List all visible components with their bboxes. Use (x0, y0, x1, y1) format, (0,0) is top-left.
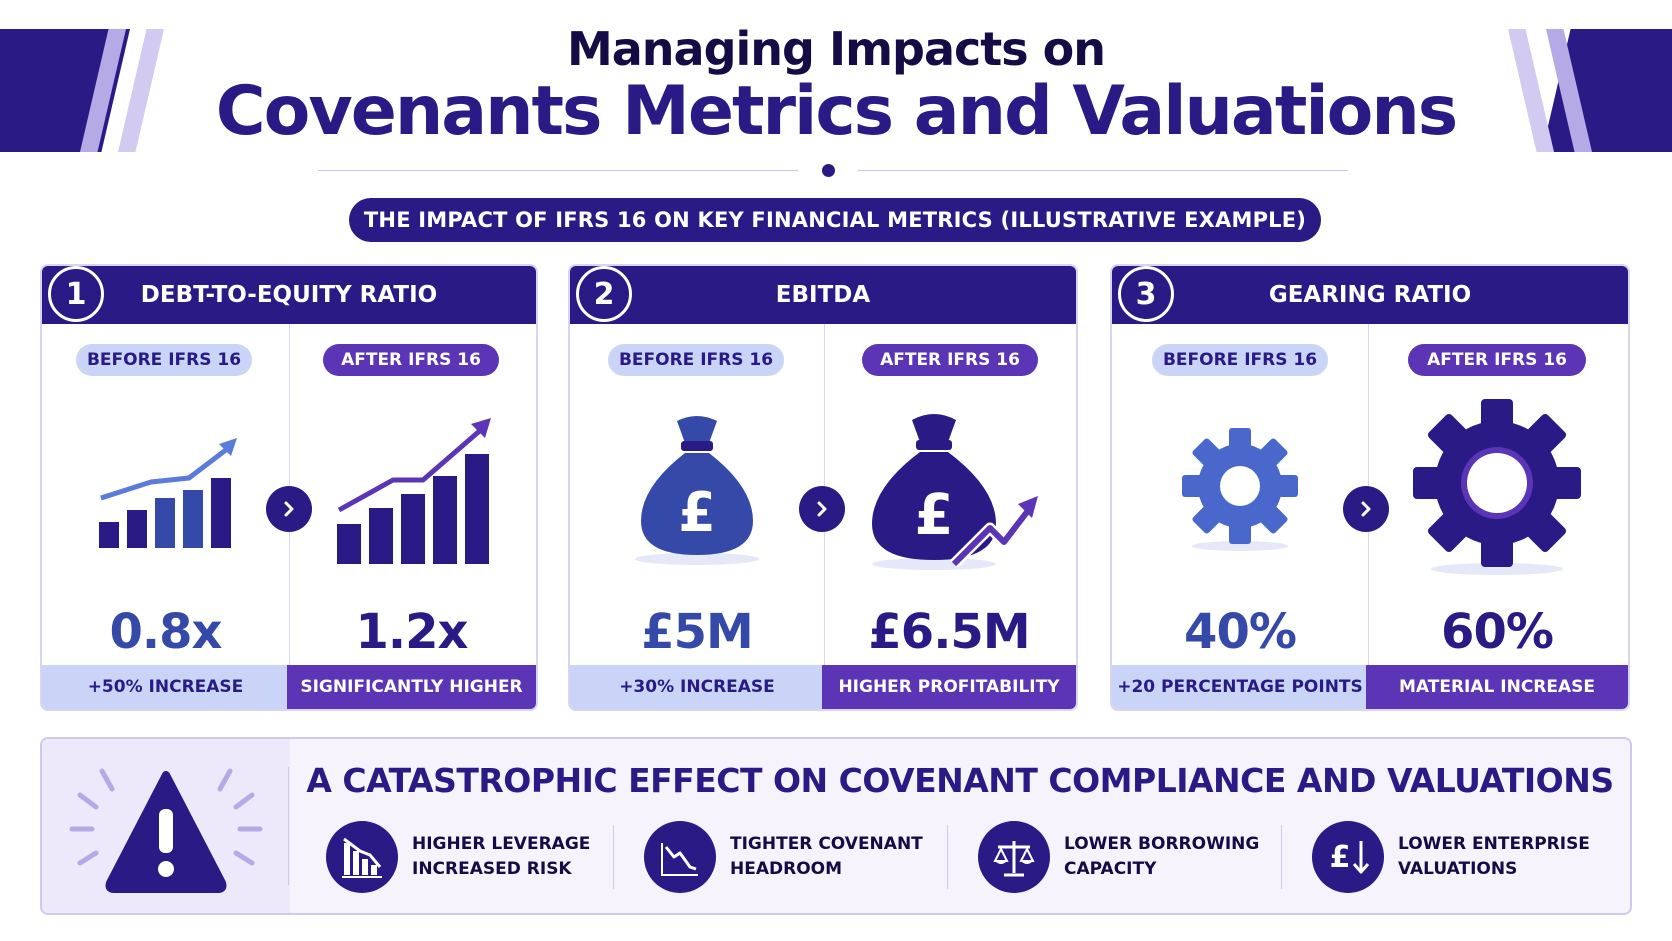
effect-tighter-headroom: TIGHTER COVENANT HEADROOM (644, 819, 923, 895)
bar-chart-rising-icon (287, 394, 536, 584)
title-divider-left (318, 170, 798, 171)
card-header: 2 EBITDA (570, 266, 1076, 324)
covenant-impact-panel: A CATASTROPHIC EFFECT ON COVENANT COMPLI… (40, 737, 1632, 915)
before-note: +30% INCREASE (570, 665, 824, 709)
effect-line-2: VALUATIONS (1398, 859, 1518, 879)
after-value: £6.5M (868, 604, 1030, 660)
declining-bars-icon (326, 821, 398, 893)
after-pill: AFTER IFRS 16 (862, 344, 1038, 376)
effect-lower-valuations: £ LOWER ENTERPRISE VALUATIONS (1312, 819, 1590, 895)
currency-glyph: £ (678, 481, 716, 544)
effect-divider (947, 825, 948, 889)
card-number-badge: 2 (576, 266, 632, 322)
warning-box (42, 739, 290, 913)
effect-divider (613, 825, 614, 889)
effect-line-1: TIGHTER COVENANT (730, 834, 923, 854)
gear-icon (1366, 394, 1628, 584)
money-bag-trend-icon: £ (822, 394, 1076, 584)
after-column: AFTER IFRS 16 1.2x SIGNIFICANTLY HIGHER (287, 324, 536, 709)
after-value: 1.2x (355, 604, 469, 660)
page-title-top: Managing Impacts on (566, 22, 1106, 76)
chevron-right-icon (1343, 486, 1389, 532)
card-number-badge: 1 (48, 266, 104, 322)
effect-line-1: LOWER BORROWING (1064, 834, 1260, 854)
after-note: MATERIAL INCREASE (1366, 665, 1628, 709)
downtrend-line-icon (644, 821, 716, 893)
card-title: EBITDA (775, 282, 871, 308)
after-value: 60% (1441, 604, 1554, 660)
before-column: BEFORE IFRS 16 £ £5M +30% INCREASE (570, 324, 824, 709)
pound-down-icon: £ (1312, 821, 1384, 893)
warning-divider (288, 767, 289, 885)
effect-higher-leverage: HIGHER LEVERAGE INCREASED RISK (326, 819, 590, 895)
after-pill: AFTER IFRS 16 (323, 344, 499, 376)
currency-glyph: £ (915, 483, 954, 548)
card-number-badge: 3 (1118, 266, 1174, 322)
before-note: +50% INCREASE (42, 665, 289, 709)
card-title: GEARING RATIO (1268, 282, 1472, 308)
before-value: 40% (1184, 604, 1297, 660)
title-divider-dot (822, 164, 835, 177)
before-note: +20 PERCENTAGE POINTS (1112, 665, 1368, 709)
effect-lower-borrowing: LOWER BORROWING CAPACITY (978, 819, 1259, 895)
before-column: BEFORE IFRS 16 40% +20 PERCENTAGE (1112, 324, 1368, 709)
title-divider-right (858, 170, 1348, 171)
card-debt-to-equity: 1 DEBT-TO-EQUITY RATIO BEFORE IFRS 16 0.… (40, 264, 538, 711)
before-column: BEFORE IFRS 16 0.8x +50% INCREASE (42, 324, 289, 709)
before-pill: BEFORE IFRS 16 (608, 344, 784, 376)
bar-chart-rising-icon (42, 394, 289, 584)
before-pill: BEFORE IFRS 16 (1152, 344, 1328, 376)
warning-icon (69, 768, 263, 893)
page-title: Covenants Metrics and Valuations (215, 72, 1458, 151)
card-header: 3 GEARING RATIO (1112, 266, 1628, 324)
effect-line-2: HEADROOM (730, 859, 843, 879)
effect-divider (1281, 825, 1282, 889)
effect-line-2: CAPACITY (1064, 859, 1157, 879)
before-value: £5M (641, 604, 754, 660)
panel-title: A CATASTROPHIC EFFECT ON COVENANT COMPLI… (306, 761, 1614, 800)
after-column: AFTER IFRS 16 60% MATERI (1366, 324, 1628, 709)
effect-line-1: LOWER ENTERPRISE (1398, 834, 1590, 854)
subtitle-banner: THE IMPACT OF IFRS 16 ON KEY FINANCIAL M… (349, 198, 1321, 242)
chevron-right-icon (799, 486, 845, 532)
after-note: SIGNIFICANTLY HIGHER (287, 665, 536, 709)
card-header: 1 DEBT-TO-EQUITY RATIO (42, 266, 536, 324)
scales-icon (978, 821, 1050, 893)
effect-line-1: HIGHER LEVERAGE (412, 834, 591, 854)
card-title: DEBT-TO-EQUITY RATIO (140, 282, 438, 308)
pound-glyph: £ (1330, 840, 1351, 875)
after-pill: AFTER IFRS 16 (1408, 344, 1586, 376)
before-value: 0.8x (109, 604, 223, 660)
effect-line-2: INCREASED RISK (412, 859, 572, 879)
gear-icon (1112, 394, 1368, 584)
after-column: AFTER IFRS 16 £ £6.5M HIGHER PROFITABILI… (822, 324, 1076, 709)
before-pill: BEFORE IFRS 16 (76, 344, 252, 376)
after-note: HIGHER PROFITABILITY (822, 665, 1076, 709)
money-bag-icon: £ (570, 394, 824, 584)
chevron-right-icon (266, 486, 312, 532)
